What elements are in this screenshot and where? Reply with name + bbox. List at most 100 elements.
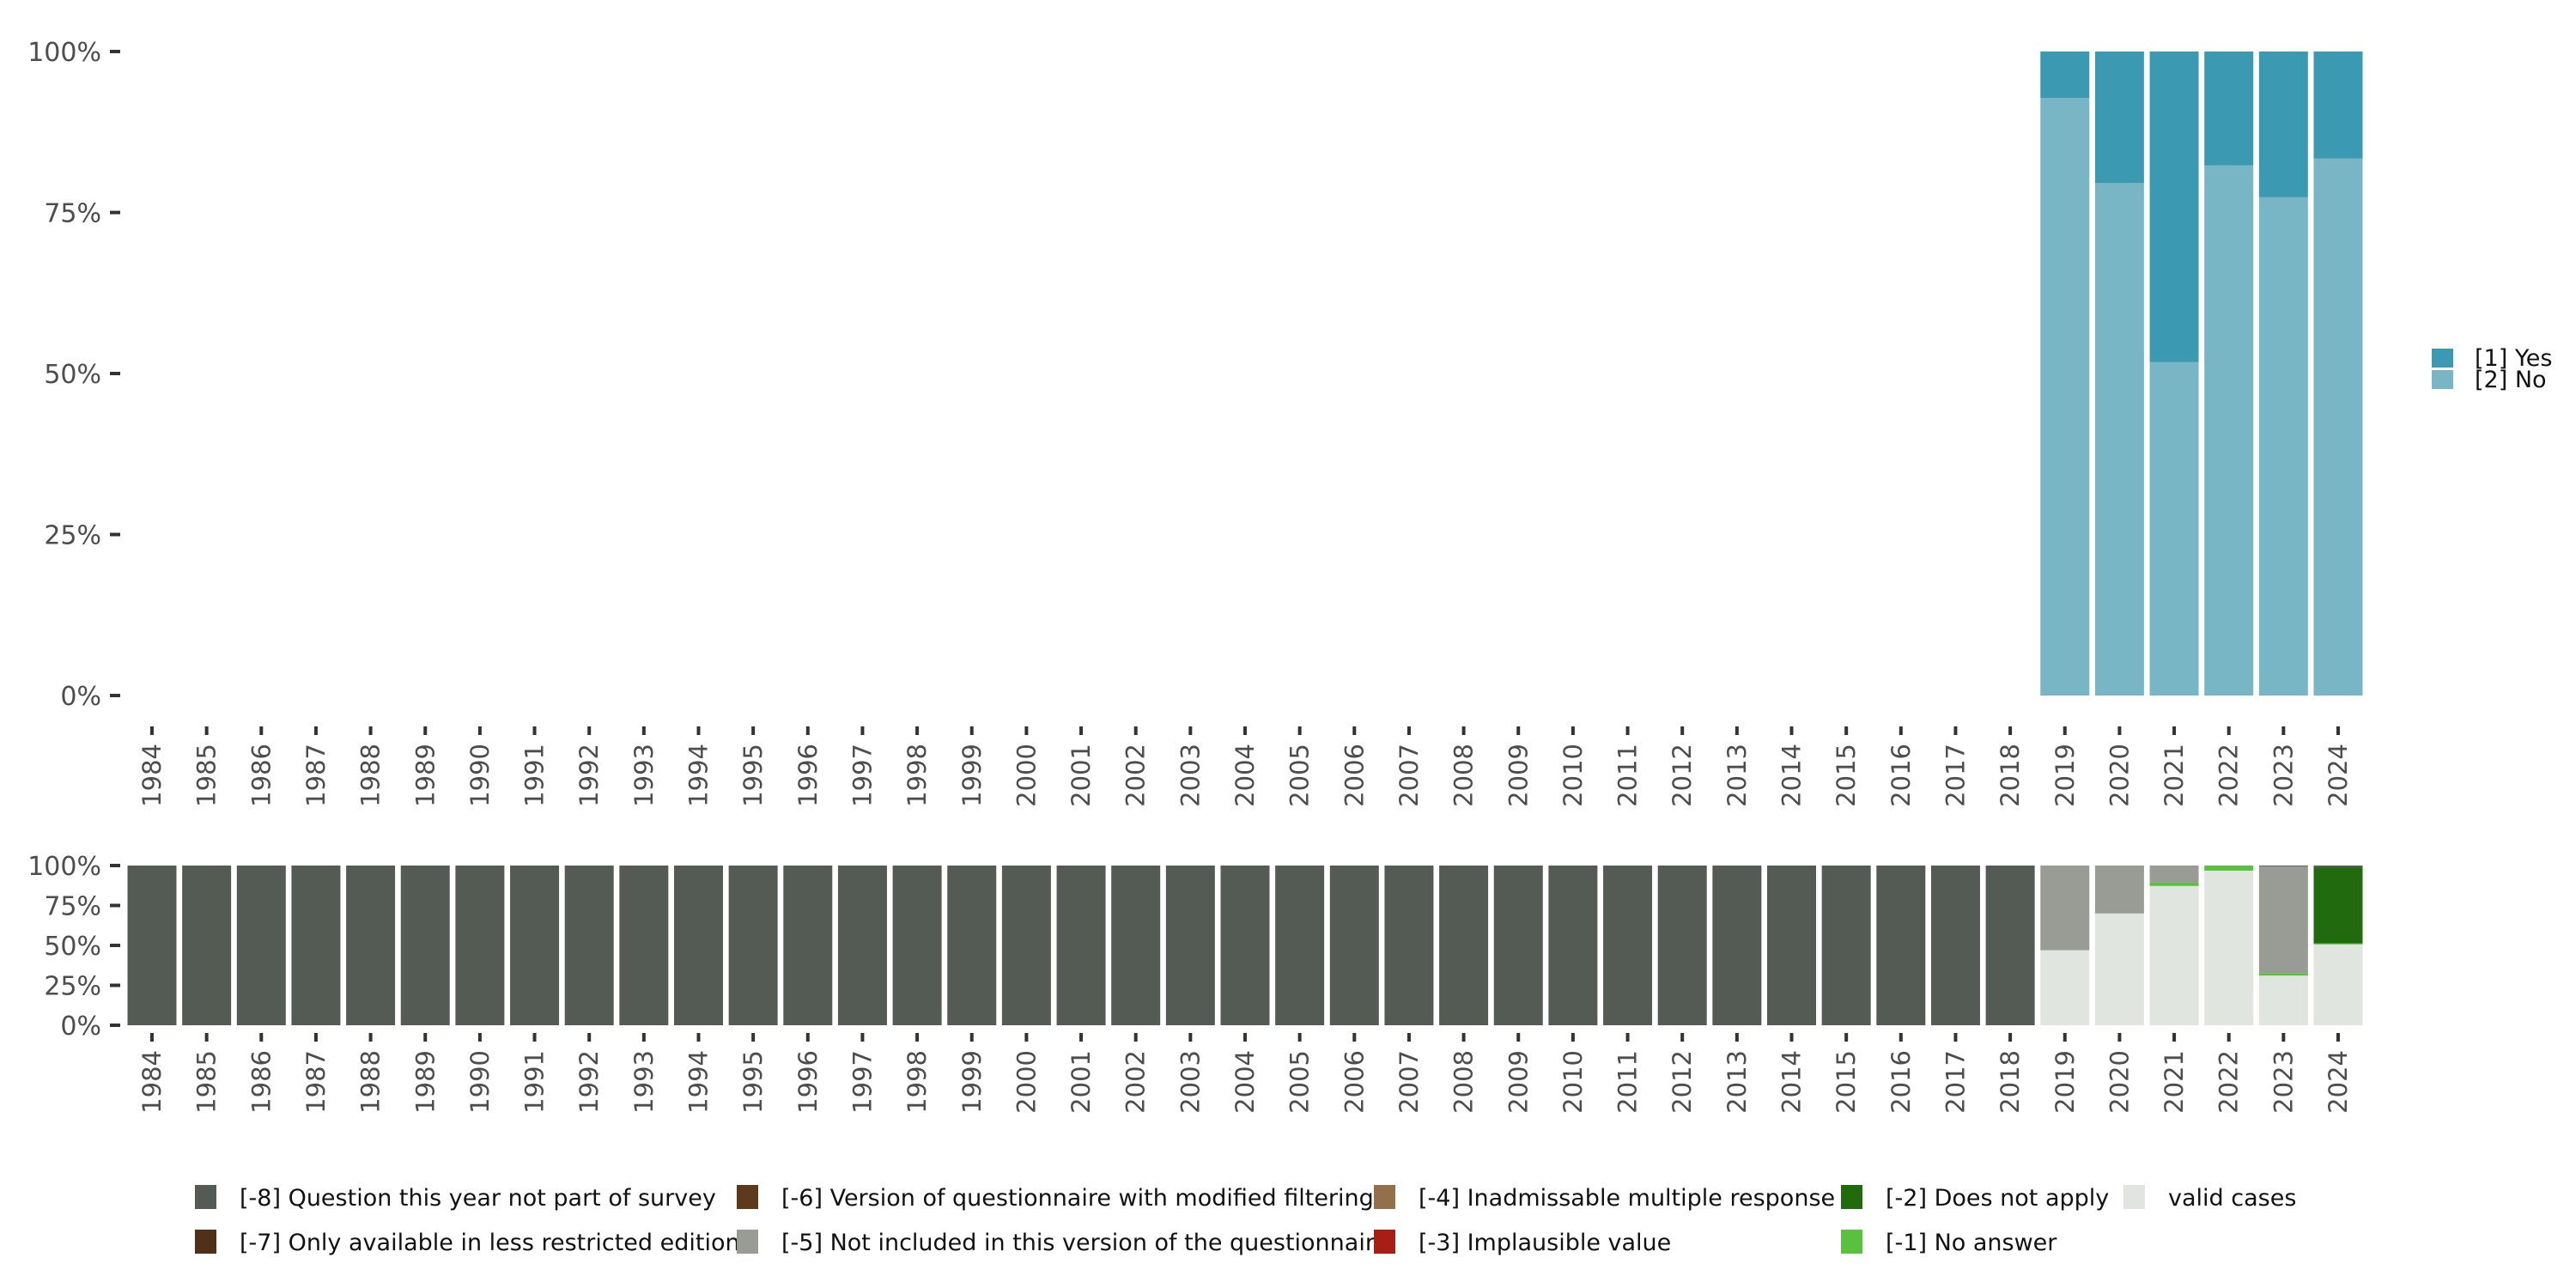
bar-segment (2094, 866, 2144, 914)
bar-segment (2313, 944, 2363, 1025)
x-tick-label: 1992 (574, 1050, 604, 1114)
legend-swatch (1374, 1185, 1395, 1209)
bar-segment (2204, 52, 2254, 166)
x-tick-label: 1984 (137, 1050, 167, 1114)
y-tick-label: 100% (27, 38, 101, 68)
bar-segment (837, 866, 887, 1025)
bottom-legend: [-8] Question this year not part of surv… (195, 1185, 2296, 1256)
x-tick-label: 2006 (1340, 1050, 1369, 1114)
legend-label: [-3] Implausible value (1419, 1230, 1671, 1256)
x-tick-label: 2011 (1613, 744, 1643, 807)
bar-segment (1930, 866, 1980, 1025)
x-tick-label: 1987 (301, 744, 331, 807)
legend-label: [1] Yes (2475, 345, 2552, 372)
legend-swatch (2432, 349, 2453, 368)
bar-segment (2094, 913, 2144, 1025)
x-tick-label: 2002 (1121, 744, 1151, 807)
x-tick-label: 2007 (1394, 744, 1424, 807)
bar-segment (2258, 975, 2308, 1025)
bar-segment (346, 866, 396, 1025)
x-tick-label: 2019 (2050, 744, 2080, 807)
x-tick-label: 2002 (1121, 1050, 1151, 1114)
x-tick-label: 1985 (192, 1050, 222, 1114)
bar-segment (455, 866, 505, 1025)
bar-segment (1439, 866, 1489, 1025)
bar-segment (1329, 866, 1379, 1025)
x-tick-label: 2013 (1722, 1050, 1752, 1114)
x-tick-label: 2013 (1722, 744, 1752, 807)
y-tick-label: 50% (44, 360, 101, 390)
y-tick-label: 25% (44, 521, 101, 551)
legend-swatch (195, 1230, 216, 1254)
legend-swatch (1374, 1230, 1395, 1254)
bar-segment (1876, 866, 1926, 1025)
x-tick-label: 2016 (1886, 744, 1916, 807)
x-tick-label: 1995 (738, 1050, 768, 1114)
x-tick-label: 2016 (1886, 1050, 1916, 1114)
x-tick-label: 2023 (2269, 1050, 2298, 1114)
x-tick-label: 1990 (465, 1050, 495, 1114)
legend-label: [-7] Only available in less restricted e… (240, 1230, 740, 1256)
x-tick-label: 1989 (410, 744, 440, 807)
bar-segment (2313, 866, 2363, 868)
y-tick-label: 100% (27, 852, 101, 882)
bar-segment (2258, 973, 2308, 976)
x-tick-label: 2009 (1504, 1050, 1533, 1114)
legend-label: [-4] Inadmissable multiple response (1419, 1185, 1835, 1212)
bar-segment (2204, 870, 2254, 1025)
x-tick-label: 2020 (2105, 744, 2134, 807)
bar-segment (1220, 866, 1270, 1025)
bar-segment (291, 866, 341, 1025)
bar-segment (1767, 866, 1816, 1025)
y-tick-label: 50% (44, 932, 101, 962)
bar-segment (2258, 197, 2308, 696)
legend-swatch (2123, 1185, 2145, 1209)
legend-label: [-5] Not included in this version of the… (781, 1230, 1388, 1256)
x-tick-label: 1997 (848, 1050, 877, 1114)
bar-segment (1056, 866, 1106, 1025)
x-tick-label: 2001 (1066, 1050, 1096, 1114)
bar-segment (2313, 867, 2363, 944)
bar-segment (2040, 866, 2090, 951)
x-tick-label: 1986 (246, 1050, 276, 1114)
bar-segment (2313, 943, 2363, 945)
bar-segment (1548, 866, 1598, 1025)
legend-swatch (737, 1185, 758, 1209)
x-tick-label: 1993 (629, 1050, 659, 1114)
x-tick-label: 1995 (738, 744, 768, 807)
x-tick-label: 2019 (2050, 1050, 2080, 1114)
bar-segment (2149, 882, 2199, 886)
bar-segment (1657, 866, 1707, 1025)
x-tick-label: 2020 (2105, 1050, 2134, 1114)
bar-segment (2149, 885, 2199, 1025)
legend-label: [-8] Question this year not part of surv… (240, 1185, 716, 1212)
legend-swatch (2432, 370, 2453, 389)
bar-segment (892, 866, 942, 1025)
y-tick-label: 0% (60, 1012, 101, 1042)
legend-swatch (195, 1185, 216, 1209)
legend-label: [2] No (2475, 367, 2547, 393)
bar-segment (2040, 52, 2090, 98)
x-tick-label: 2009 (1504, 744, 1533, 807)
x-tick-label: 1991 (520, 744, 550, 807)
top-legend: [1] Yes[2] No (2432, 345, 2552, 393)
bar-segment (2204, 165, 2254, 696)
bar-segment (2094, 183, 2144, 696)
bar-segment (2258, 52, 2308, 197)
bar-segment (1603, 866, 1653, 1025)
x-tick-label: 1987 (301, 1050, 331, 1114)
x-tick-label: 1986 (246, 744, 276, 807)
x-tick-label: 2004 (1230, 744, 1260, 807)
legend-label: [-2] Does not apply (1886, 1185, 2109, 1212)
x-tick-label: 1997 (848, 744, 877, 807)
x-tick-label: 2018 (1996, 1050, 2025, 1114)
bar-segment (783, 866, 833, 1025)
x-tick-label: 1990 (465, 744, 495, 807)
x-tick-label: 2022 (2215, 744, 2244, 807)
bar-segment (127, 866, 177, 1025)
x-tick-label: 2017 (1941, 744, 1970, 807)
legend-label: valid cases (2168, 1185, 2296, 1212)
x-tick-label: 2023 (2269, 744, 2298, 807)
x-tick-label: 1998 (902, 1050, 932, 1114)
bar-segment (1111, 866, 1161, 1025)
